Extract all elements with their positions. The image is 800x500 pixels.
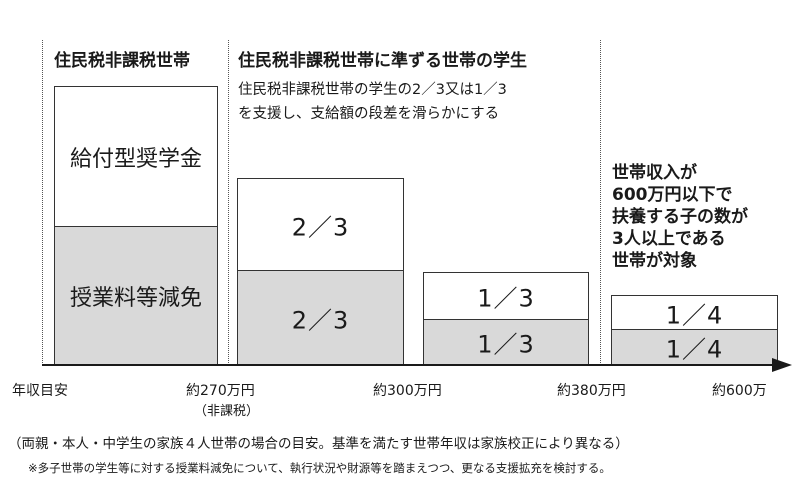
tuition-block-full: 授業料等減免	[54, 226, 218, 365]
axis-tick-600: 約600万	[712, 383, 767, 399]
tuition-block-two-thirds: 2／3	[237, 270, 404, 365]
eligibility-line-2: 600万円以下で	[612, 185, 733, 205]
axis-tick-270-sub: （非課税）	[194, 404, 260, 419]
scholarship-block-one-third: 1／3	[423, 272, 589, 320]
scholarship-block-full: 給付型奨学金	[54, 86, 218, 227]
tuition-one-third-label: 1／3	[477, 330, 535, 359]
tuition-label: 授業料等減免	[69, 285, 202, 311]
axis-origin-label: 年収目安	[12, 383, 68, 399]
footnote: ※多子世帯の学生等に対する授業料減免について、執行状況や財源等を踏まえつつ、更な…	[28, 461, 611, 475]
tuition-one-quarter-label: 1／4	[665, 335, 724, 364]
eligibility-line-4: 3人以上である	[612, 229, 726, 249]
divider-line-270	[228, 40, 229, 365]
eligibility-heading: 世帯収入が 600万円以下で 扶養する子の数が 3人以上である 世帯が対象	[612, 162, 797, 272]
scholarship-block-one-quarter: 1／4	[611, 295, 778, 330]
middle-description-line-2: を支援し、支給額の段差を滑らかにする	[238, 106, 500, 122]
axis-tick-380: 約380万円	[557, 383, 626, 399]
axis-tick-270: 約270万円	[186, 383, 255, 399]
scholarship-one-quarter-label: 1／4	[665, 301, 724, 329]
household-note: （両親・本人・中学生の家族４人世帯の場合の目安。基準を満たす世帯年収は家族校正に…	[8, 436, 629, 452]
eligibility-line-5: 世帯が対象	[612, 251, 697, 271]
scholarship-one-third-label: 1／3	[477, 284, 535, 313]
middle-description-line-1: 住民税非課税世帯の学生の2／3又は1／3	[238, 82, 507, 98]
heading-quasi-non-taxable-household: 住民税非課税世帯に準ずる世帯の学生	[238, 51, 527, 71]
divider-line-left	[42, 40, 43, 365]
scholarship-two-thirds-label: 2／3	[291, 213, 350, 241]
income-axis-arrow	[42, 358, 792, 372]
scholarship-label: 給付型奨学金	[69, 146, 202, 172]
heading-non-taxable-household: 住民税非課税世帯	[54, 51, 190, 71]
axis-tick-300: 約300万円	[373, 383, 442, 399]
divider-line-600	[600, 40, 601, 365]
tuition-block-one-third: 1／3	[423, 319, 589, 365]
eligibility-line-1: 世帯収入が	[612, 163, 697, 183]
eligibility-line-3: 扶養する子の数が	[612, 207, 748, 227]
middle-description: 住民税非課税世帯の学生の2／3又は1／3 を支援し、支給額の段差を滑らかにする	[238, 78, 598, 126]
tuition-two-thirds-label: 2／3	[291, 306, 350, 334]
scholarship-block-two-thirds: 2／3	[237, 178, 404, 271]
